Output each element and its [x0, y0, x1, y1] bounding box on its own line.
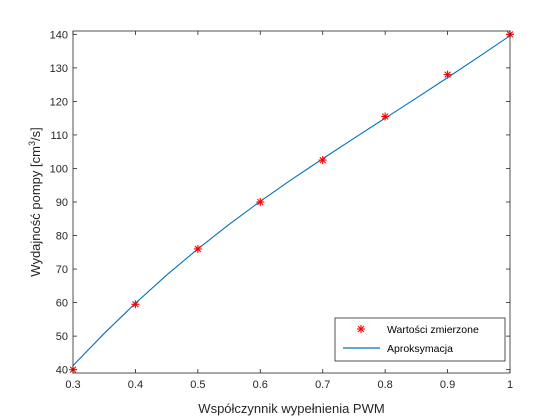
- measured-point: [131, 300, 140, 309]
- legend-label-approx: Aproksymacja: [387, 343, 453, 355]
- legend: Wartości zmierzone Aproksymacja: [334, 317, 506, 362]
- legend-box: [334, 317, 506, 362]
- y-tick-label: 70: [56, 264, 68, 276]
- measured-point: [193, 244, 202, 253]
- x-tick-label: 0.6: [253, 379, 268, 391]
- legend-label-measured: Wartości zmierzone: [387, 324, 479, 336]
- y-tick-label: 110: [50, 130, 68, 142]
- y-tick-label: 130: [50, 63, 68, 75]
- approximation-line: [72, 35, 511, 367]
- legend-marker-measured: [357, 325, 365, 333]
- measured-point: [256, 198, 265, 206]
- measured-point: [381, 112, 390, 121]
- legend-marker-star: [357, 325, 365, 333]
- y-tick-label: 50: [56, 331, 68, 343]
- y-axis-label-prefix: Wydajność pompy [cm: [28, 146, 43, 277]
- measured-point: [318, 156, 327, 165]
- y-tick-label: 100: [50, 163, 68, 175]
- x-tick-label: 0.9: [440, 379, 455, 391]
- measured-point: [443, 70, 452, 79]
- series-layer: [69, 30, 514, 374]
- plot-box: [72, 30, 511, 374]
- x-axis-ticks: 0.3 0.4 0.5 0.6 0.7 0.8 0.9 1: [65, 31, 513, 391]
- x-tick-label: 0.8: [377, 379, 392, 391]
- y-tick-label: 120: [50, 96, 68, 108]
- y-axis-label-superscript: 3: [27, 141, 37, 146]
- x-tick-label: 1: [507, 379, 513, 391]
- x-tick-label: 0.4: [128, 379, 143, 391]
- x-tick-label: 0.5: [190, 379, 205, 391]
- y-tick-label: 90: [56, 197, 68, 209]
- plot-area: [73, 31, 510, 373]
- y-axis-ticks: 40 50 60 70 80 90 100 110 120 130 140: [50, 29, 510, 377]
- x-tick-label: 0.3: [65, 379, 80, 391]
- x-axis-label: Współczynnik wypełnienia PWM: [198, 401, 384, 416]
- y-tick-label: 80: [56, 231, 68, 243]
- y-axis-label: Wydajność pompy [cm3/s]: [27, 127, 43, 276]
- x-tick-label: 0.7: [315, 379, 330, 391]
- y-tick-label: 60: [56, 298, 68, 310]
- y-tick-label: 40: [56, 365, 68, 377]
- y-tick-label: 140: [50, 29, 68, 41]
- y-axis-label-suffix: /s]: [28, 127, 43, 141]
